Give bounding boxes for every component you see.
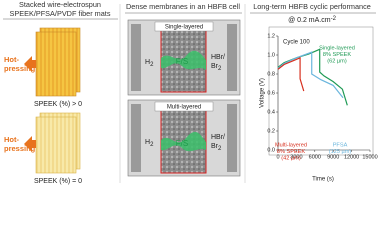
figure: Stacked wire-electrospun SPEEK/PFSA/PVDF… <box>3 0 378 185</box>
x-tick-label: 12000 <box>344 154 359 160</box>
process-label: Hot- <box>4 55 19 64</box>
fiber-mat <box>35 31 77 97</box>
y-tick-label: 0.8 <box>267 71 275 77</box>
x-tick-label: 6000 <box>309 154 321 160</box>
x-tick-label: 3000 <box>290 154 302 160</box>
series-label: (42 µm) <box>281 155 301 161</box>
cell-label: Single-layered <box>165 25 203 31</box>
panel1-title: Stacked wire-electrospun <box>19 0 101 9</box>
series-label: Multi-layered <box>275 142 307 148</box>
series-line <box>277 51 344 99</box>
process-label: Hot- <box>4 135 19 144</box>
membrane-label: F/S <box>176 57 188 66</box>
y-tick-label: 0.6 <box>267 90 275 96</box>
fiber-mat <box>35 116 77 174</box>
chart-frame <box>268 26 374 156</box>
chart-title: Long-term HBFB cyclic performance <box>253 2 371 11</box>
cell <box>127 99 241 177</box>
membrane-label: F/S <box>176 139 188 148</box>
y-tick-label: 1.2 <box>267 33 275 39</box>
x-tick-label: 15000 <box>362 154 377 160</box>
x-tick-label: 0 <box>276 154 279 160</box>
x-axis-label: Time (s) <box>312 177 334 183</box>
gas-label: HBr/ <box>211 134 225 141</box>
series-label: (125 µm) <box>329 149 352 155</box>
y-tick-label: 0.4 <box>267 109 275 115</box>
y-tick-label: 0.0 <box>267 147 275 153</box>
series-line <box>277 56 305 92</box>
process-label: pressing <box>4 144 36 153</box>
y-tick-label: 0.2 <box>267 128 275 134</box>
series-label: (62 µm) <box>327 58 347 64</box>
panel2-title: Dense membranes in an HBFB cell <box>126 2 240 11</box>
series-label: PFSA <box>333 142 348 148</box>
series-label: Single-layered <box>319 45 355 51</box>
gas-label: H2 <box>145 139 154 148</box>
series-label: 8% SPEEK <box>277 149 306 155</box>
cell <box>127 19 241 96</box>
chart-subtitle: @ 0.2 mA.cm-2 <box>288 16 337 24</box>
arrow <box>24 136 36 152</box>
y-tick-label: 1.0 <box>267 52 275 58</box>
arrow <box>24 56 36 72</box>
gas-label: H2 <box>145 59 154 68</box>
annotation: Cycle 100 <box>283 40 310 46</box>
caption: SPEEK (%) > 0 <box>34 101 82 108</box>
y-axis-label: Voltage (V) <box>260 78 266 108</box>
process-label: pressing <box>4 64 36 73</box>
gas-label: Br2 <box>211 63 222 72</box>
series-label: 8% SPEEK <box>323 52 352 58</box>
gas-label: HBr/ <box>211 54 225 61</box>
x-tick-label: 9000 <box>327 154 339 160</box>
panel1-title: SPEEK/PFSA/PVDF fiber mats <box>10 9 111 18</box>
caption: SPEEK (%) = 0 <box>34 178 82 185</box>
cell-label: Multi-layered <box>167 105 201 111</box>
gas-label: Br2 <box>211 143 222 152</box>
